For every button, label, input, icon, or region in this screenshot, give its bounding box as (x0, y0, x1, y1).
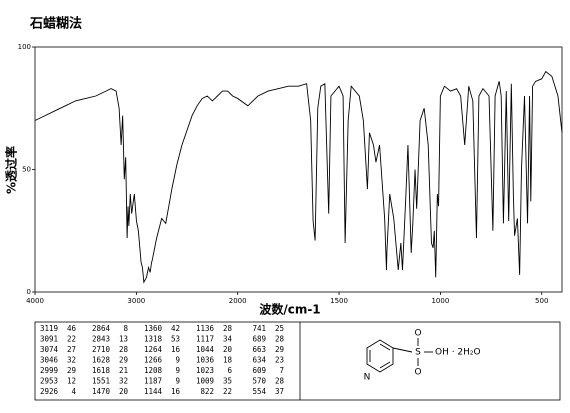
atom-label: N (364, 373, 371, 383)
x-tick-label: 2000 (229, 297, 247, 305)
peak-wavenumber: 634 (252, 356, 266, 365)
x-axis-label: 波数/cm-1 (259, 302, 320, 317)
peak-wavenumber: 689 (252, 335, 266, 344)
peak-wavenumber: 1044 (196, 345, 215, 354)
peak-transmittance: 29 (275, 345, 284, 354)
x-tick-label: 4000 (26, 297, 44, 305)
peak-wavenumber: 1144 (144, 387, 163, 396)
peak-transmittance: 46 (67, 324, 77, 333)
spectrum-line (34, 70, 563, 284)
peak-transmittance: 27 (67, 345, 76, 354)
peak-transmittance: 28 (223, 324, 233, 333)
peak-wavenumber: 2710 (92, 345, 111, 354)
peak-transmittance: 29 (119, 356, 128, 365)
atom-label: O (414, 329, 421, 339)
peak-wavenumber: 1023 (196, 366, 214, 375)
peak-transmittance: 4 (71, 387, 76, 396)
peak-wavenumber: 1208 (144, 366, 163, 375)
bond (379, 343, 391, 351)
peak-wavenumber: 663 (252, 345, 266, 354)
peak-transmittance: 8 (123, 324, 128, 333)
peak-wavenumber: 741 (252, 324, 266, 333)
bond (392, 347, 413, 353)
peak-transmittance: 12 (67, 377, 76, 386)
ring (366, 339, 394, 373)
peak-wavenumber: 1618 (92, 366, 111, 375)
peak-wavenumber: 822 (200, 387, 214, 396)
x-tick-label: 1500 (330, 297, 348, 305)
peak-wavenumber: 1318 (144, 335, 163, 344)
peak-transmittance: 21 (119, 366, 128, 375)
peak-wavenumber: 1187 (144, 377, 162, 386)
plot-frame (34, 46, 563, 293)
y-axis-label: %透过率 (4, 146, 19, 194)
peak-wavenumber: 554 (252, 387, 266, 396)
y-tick-label: 100 (18, 43, 31, 51)
peak-transmittance: 32 (67, 356, 76, 365)
peak-transmittance: 22 (67, 335, 76, 344)
peak-transmittance: 25 (275, 324, 284, 333)
peak-transmittance: 28 (119, 345, 129, 354)
peak-wavenumber: 3046 (40, 356, 59, 365)
peak-wavenumber: 1551 (92, 377, 110, 386)
peak-wavenumber: 570 (252, 377, 266, 386)
x-tick-label: 1000 (431, 297, 449, 305)
atom-label: O (414, 368, 421, 378)
peak-transmittance: 9 (175, 377, 180, 386)
peak-wavenumber: 2953 (40, 377, 58, 386)
peak-wavenumber: 1136 (196, 324, 215, 333)
peak-transmittance: 29 (67, 366, 76, 375)
chart-title: 石蜡糊法 (29, 16, 82, 32)
peak-transmittance: 34 (223, 335, 233, 344)
peak-transmittance: 6 (227, 366, 232, 375)
structure (366, 338, 433, 373)
peak-wavenumber: 1264 (144, 345, 163, 354)
peak-transmittance: 37 (275, 387, 284, 396)
peak-wavenumber: 3119 (40, 324, 58, 333)
table-frame (34, 321, 561, 401)
peak-transmittance: 20 (119, 387, 129, 396)
x-tick-label: 500 (535, 297, 548, 305)
peak-transmittance: 9 (175, 356, 180, 365)
peak-wavenumber: 1628 (92, 356, 111, 365)
peak-transmittance: 35 (223, 377, 232, 386)
peak-wavenumber: 2926 (40, 387, 59, 396)
peak-wavenumber: 1266 (144, 356, 163, 365)
x-tick-label: 3000 (127, 297, 145, 305)
peak-transmittance: 53 (171, 335, 180, 344)
peak-transmittance: 16 (171, 387, 181, 396)
y-tick-label: 50 (22, 166, 31, 174)
peak-transmittance: 23 (275, 356, 284, 365)
peak-wavenumber: 1117 (196, 335, 214, 344)
peak-wavenumber: 1009 (196, 377, 214, 386)
peak-transmittance: 18 (223, 356, 233, 365)
peak-wavenumber: 3091 (40, 335, 58, 344)
peak-transmittance: 22 (223, 387, 232, 396)
bond (379, 361, 391, 369)
peak-transmittance: 16 (171, 345, 181, 354)
peak-wavenumber: 3074 (40, 345, 59, 354)
atom-label: S (415, 348, 421, 358)
peak-transmittance: 42 (171, 324, 180, 333)
peak-wavenumber: 609 (252, 366, 266, 375)
peak-wavenumber: 1036 (196, 356, 215, 365)
atom-label: OH · 2H₂O (435, 348, 481, 358)
peak-wavenumber: 1360 (144, 324, 163, 333)
peak-transmittance: 28 (275, 377, 285, 386)
peak-wavenumber: 1470 (92, 387, 111, 396)
peak-wavenumber: 2864 (92, 324, 111, 333)
peak-transmittance: 13 (119, 335, 128, 344)
peak-transmittance: 28 (275, 335, 285, 344)
peak-transmittance: 20 (223, 345, 233, 354)
peak-wavenumber: 2843 (92, 335, 110, 344)
peak-transmittance: 9 (175, 366, 180, 375)
y-tick-label: 0 (27, 288, 31, 296)
peak-transmittance: 7 (279, 366, 284, 375)
peak-wavenumber: 2999 (40, 366, 58, 375)
peak-transmittance: 32 (119, 377, 128, 386)
